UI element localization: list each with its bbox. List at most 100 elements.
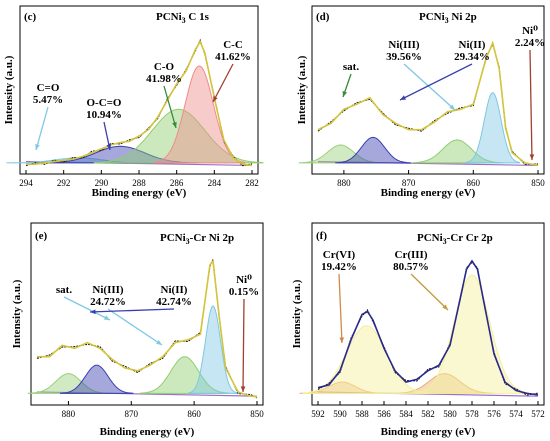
peak-value-ni-: 0.15%: [229, 286, 259, 298]
x-tick-label: 860: [467, 178, 481, 188]
peak-label-sat-: sat.: [343, 61, 359, 73]
x-tick-label: 572: [531, 409, 545, 419]
fit-peak-cr-vi-: [299, 381, 385, 394]
plot-frame: [30, 222, 264, 406]
x-tick-label: 590: [333, 409, 347, 419]
fit-peak-ni-: [465, 92, 521, 164]
peak-value-c-c: 41.62%: [215, 51, 251, 63]
series-fit-line: [26, 39, 253, 167]
x-tick-label: 286: [170, 178, 184, 188]
peak-value-ni-iii-: 39.56%: [386, 51, 422, 63]
peak-arrow-c-o: [35, 106, 49, 151]
peak-arrowhead-ni-: [240, 386, 246, 392]
series-fit-line: [37, 258, 257, 397]
panel-label: (f): [316, 230, 327, 242]
x-tick-label: 870: [402, 178, 416, 188]
x-axis-label: Binding energy (eV): [100, 426, 195, 438]
peak-arrowhead-sat-: [104, 315, 110, 320]
x-tick-label: 584: [399, 409, 413, 419]
peak-arrowhead-c-o: [35, 144, 40, 150]
x-axis-label: Binding energy (eV): [381, 426, 476, 438]
peak-arrowhead-c-o: [172, 122, 177, 128]
peak-arrowhead-ni-: [529, 154, 535, 160]
peak-label-c-o: C=O: [37, 82, 60, 94]
x-tick-label: 588: [355, 409, 369, 419]
plot-frame: [311, 5, 545, 175]
x-tick-label: 850: [250, 409, 264, 419]
fit-peak-ni-: [188, 305, 238, 394]
peak-arrowhead-ni-ii-: [90, 309, 96, 315]
peak-value-c-o: 41.98%: [146, 73, 182, 85]
x-tick-label: 580: [443, 409, 457, 419]
x-tick-label: 850: [531, 178, 545, 188]
x-tick-label: 282: [245, 178, 259, 188]
peak-value-o-c-o: 10.94%: [86, 109, 122, 121]
y-axis-label: Intensity (a.u.): [11, 279, 23, 348]
series-fit-line: [317, 259, 539, 396]
peak-value-cr-vi-: 19.42%: [321, 261, 357, 273]
x-tick-label: 292: [57, 178, 71, 188]
fit-peak-c-o: [93, 108, 264, 164]
panel-label: (c): [24, 11, 37, 23]
peak-label-ni-ii-: Ni(II): [459, 39, 486, 51]
x-tick-label: 880: [337, 178, 351, 188]
fit-peak-c-c: [153, 65, 245, 164]
peak-arrowhead-ni-iii-: [449, 104, 455, 110]
x-tick-label: 586: [377, 409, 391, 419]
fit-peak-component-2: [302, 325, 431, 394]
peak-arrow-c-c: [212, 63, 234, 103]
peak-arrow-ni-iii-: [403, 63, 456, 111]
fit-peak-cr-iii-: [394, 373, 495, 394]
peak-arrow-cr-vi-: [338, 273, 343, 344]
peak-arrow-ni-: [242, 298, 245, 393]
panel-title: PCNi3-Cr Cr 2p: [417, 232, 493, 246]
panel-title: PCNi3 C 1s: [156, 11, 210, 25]
peak-arrowhead-ni-ii-: [400, 95, 406, 100]
peak-arrowhead-c-c: [213, 96, 218, 102]
series-fit-line: [317, 40, 539, 167]
background-line: [317, 391, 539, 397]
peak-label-cr-iii-: Cr(III): [395, 249, 428, 261]
x-tick-label: 592: [311, 409, 325, 419]
y-axis-label: Intensity (a.u.): [291, 279, 303, 348]
x-tick-label: 288: [132, 178, 146, 188]
panel-label: (e): [35, 230, 48, 242]
peak-arrowhead-ni-iii-: [156, 340, 162, 345]
peak-label-cr-vi-: Cr(VI): [323, 249, 356, 261]
peak-arrow-c-o: [163, 85, 177, 129]
peak-label-o-c-o: O-C=O: [87, 97, 122, 109]
x-tick-label: 578: [465, 409, 479, 419]
x-tick-label: 582: [421, 409, 435, 419]
panel-c: 294 292 290 288 286 284 282 (c) PCNi3 C 1s Bin…: [3, 5, 264, 199]
peak-label-ni-ii-: Ni(II): [161, 284, 188, 296]
peak-arrow-ni-ii-: [399, 63, 473, 101]
x-tick-label: 576: [487, 409, 501, 419]
peak-label-ni-iii-: Ni(III): [92, 284, 124, 296]
peak-arrow-ni-ii-: [89, 308, 175, 313]
fit-peak-component-3: [415, 274, 529, 394]
peak-label-ni-iii-: Ni(III): [388, 39, 420, 51]
fit-peak-ni-iii-: [335, 136, 411, 164]
peak-value-ni-ii-: 42.74%: [156, 296, 192, 308]
fit-peak-sat-: [27, 373, 110, 394]
peak-arrow-ni-iii-: [107, 308, 163, 346]
peak-arrow-ni-: [529, 49, 533, 161]
x-tick-label: 870: [125, 409, 139, 419]
panel-label: (d): [316, 11, 330, 23]
panel-d: 880 870 860 850 (d) PCNi3 Ni 2p Binding ene…: [296, 5, 545, 199]
peak-arrow-cr-iii-: [410, 273, 449, 311]
peak-arrowhead-cr-vi-: [339, 337, 345, 343]
x-axis-label: Binding energy (eV): [381, 187, 476, 199]
peak-value-c-o: 5.47%: [33, 94, 63, 106]
background-line: [317, 161, 539, 167]
panel-f: 592 590 588 586 584 582 580 578 576 574 572 (f) PC…: [291, 222, 545, 438]
background-line: [36, 391, 258, 397]
y-axis-label: Intensity (a.u.): [3, 55, 15, 124]
panel-title: PCNi3-Cr Ni 2p: [160, 232, 234, 246]
peak-arrowhead-cr-iii-: [442, 304, 448, 310]
fit-peak-ni-ii-: [140, 356, 230, 394]
x-axis-label: Binding energy (eV): [92, 187, 187, 199]
fit-peak-ni-iii-: [60, 364, 134, 394]
x-tick-label: 880: [62, 409, 76, 419]
